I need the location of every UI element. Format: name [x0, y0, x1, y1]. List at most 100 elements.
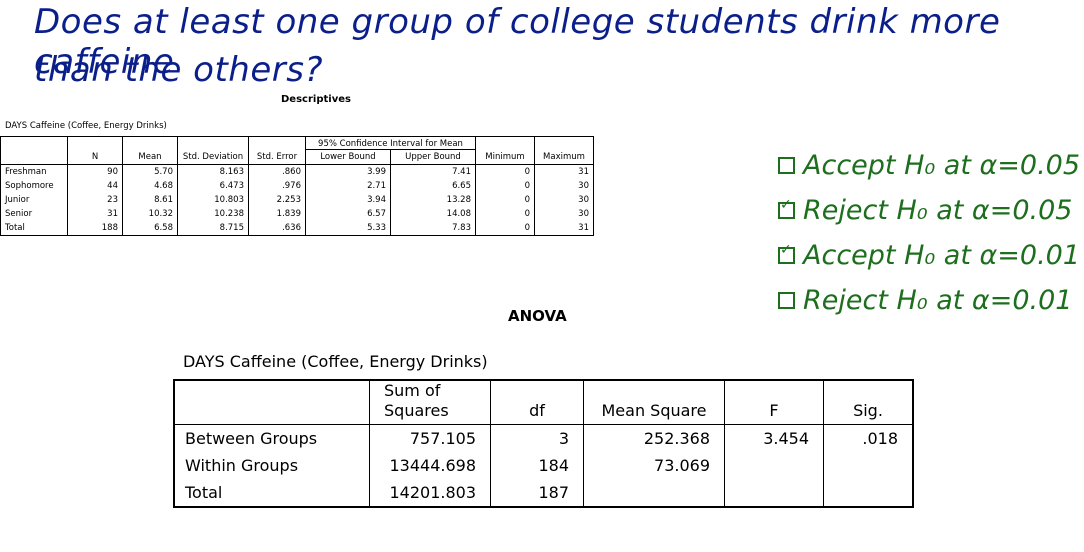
- cell-upper: 7.41: [390, 164, 476, 179]
- descriptives-title: Descriptives: [281, 94, 351, 105]
- anova-cell-f: 3.454: [724, 424, 824, 452]
- anova-cell-sig: [823, 452, 914, 479]
- anova-cell-ms: 73.069: [583, 452, 725, 479]
- cell-min: 0: [475, 164, 535, 179]
- cell-se: .976: [248, 179, 306, 193]
- anova-row: Within Groups 13444.698 184 73.069: [173, 452, 914, 479]
- descriptives-row: Freshman 90 5.70 8.163.860 3.99 7.41 0 31: [0, 164, 594, 179]
- anova-header-f: F: [724, 379, 824, 425]
- anova-cell-ss: 13444.698: [369, 452, 491, 479]
- cell-se: .860: [248, 164, 306, 179]
- anova-cell-df: 3: [490, 424, 584, 452]
- checkbox-icon[interactable]: [778, 157, 795, 174]
- header-upper: Upper Bound: [390, 149, 476, 165]
- question-line-1: Does at least one group of college stude…: [34, 2, 1001, 82]
- anova-variable: DAYS Caffeine (Coffee, Energy Drinks): [183, 352, 488, 371]
- cell-sd: 10.803: [177, 193, 249, 207]
- descriptives-row: Total 188 6.58 8.715.636 5.33 7.83 0 31: [0, 221, 594, 236]
- cell-min: 0: [475, 221, 535, 236]
- descriptives-table: N Mean Std. Deviation Std. Error 95% Con…: [0, 136, 594, 236]
- cell-se: .636: [248, 221, 306, 236]
- corner-cell: [0, 136, 68, 165]
- cell-upper: 13.28: [390, 193, 476, 207]
- choice-label: Reject H₀ at α=0.01: [803, 285, 1073, 316]
- anova-source-label: Within Groups: [173, 452, 370, 479]
- anova-header-ss: Sum of Squares: [369, 379, 491, 425]
- cell-upper: 14.08: [390, 207, 476, 221]
- anova-row: Total 14201.803 187: [173, 479, 914, 507]
- cell-max: 30: [534, 207, 594, 221]
- header-n: N: [67, 136, 123, 165]
- cell-sd: 8.715: [177, 221, 249, 236]
- cell-n: 90: [67, 164, 123, 179]
- cell-lower: 3.99: [305, 164, 391, 179]
- cell-sd: 10.238: [177, 207, 249, 221]
- descriptives-row: Sophomore 44 4.68 6.473.976 2.71 6.65 0 30: [0, 179, 594, 193]
- checkbox-icon[interactable]: [778, 292, 795, 309]
- anova-cell-f: [724, 452, 824, 479]
- anova-source-label: Between Groups: [173, 424, 370, 452]
- cell-mean: 4.68: [122, 179, 178, 193]
- choice-item[interactable]: Reject H₀ at α=0.05: [778, 195, 1072, 226]
- choice-label: Reject H₀ at α=0.05: [803, 195, 1073, 226]
- anova-table: Sum of Squares df Mean Square F Sig. Bet…: [173, 379, 914, 508]
- cell-min: 0: [475, 179, 535, 193]
- cell-mean: 10.32: [122, 207, 178, 221]
- cell-min: 0: [475, 207, 535, 221]
- cell-lower: 3.94: [305, 193, 391, 207]
- row-group-label: Junior: [0, 193, 68, 207]
- header-min: Minimum: [475, 136, 535, 165]
- anova-cell-ss: 757.105: [369, 424, 491, 452]
- anova-cell-sig: [823, 479, 914, 507]
- descriptives-row: Junior 23 8.61 10.803 2.253 3.94 13.28 0 30: [0, 193, 594, 207]
- anova-cell-df: 184: [490, 452, 584, 479]
- cell-n: 188: [67, 221, 123, 236]
- anova-title: ANOVA: [508, 307, 567, 325]
- cell-mean: 8.61: [122, 193, 178, 207]
- descriptives-row: Senior 31 10.32 10.238 1.839 6.57 14.08 0 30: [0, 207, 594, 221]
- choice-label: Accept H₀ at α=0.01: [803, 240, 1081, 271]
- header-std-dev: Std. Deviation: [177, 136, 249, 165]
- cell-lower: 5.33: [305, 221, 391, 236]
- cell-n: 31: [67, 207, 123, 221]
- checked-checkbox-icon[interactable]: [778, 242, 795, 264]
- cell-max: 31: [534, 221, 594, 236]
- anova-cell-f: [724, 479, 824, 507]
- cell-sd: 8.163: [177, 164, 249, 179]
- anova-corner: [173, 379, 370, 425]
- header-lower: Lower Bound: [305, 149, 391, 165]
- question-line-2: than the others?: [34, 50, 324, 90]
- header-max: Maximum: [534, 136, 594, 165]
- cell-min: 0: [475, 193, 535, 207]
- checked-checkbox-icon[interactable]: [778, 197, 795, 219]
- choice-item[interactable]: Accept H₀ at α=0.01: [778, 240, 1080, 271]
- row-group-label: Senior: [0, 207, 68, 221]
- cell-mean: 5.70: [122, 164, 178, 179]
- choice-item[interactable]: Accept H₀ at α=0.05: [778, 150, 1080, 181]
- anova-cell-ss: 14201.803: [369, 479, 491, 507]
- anova-source-label: Total: [173, 479, 370, 507]
- cell-mean: 6.58: [122, 221, 178, 236]
- cell-max: 30: [534, 179, 594, 193]
- anova-cell-df: 187: [490, 479, 584, 507]
- cell-se: 2.253: [248, 193, 306, 207]
- cell-max: 30: [534, 193, 594, 207]
- row-group-label: Total: [0, 221, 68, 236]
- row-group-label: Sophomore: [0, 179, 68, 193]
- header-ci: 95% Confidence Interval for Mean: [305, 136, 476, 150]
- anova-header-sig: Sig.: [823, 379, 914, 425]
- anova-header-df: df: [490, 379, 584, 425]
- anova-header-ms: Mean Square: [583, 379, 725, 425]
- cell-upper: 7.83: [390, 221, 476, 236]
- cell-se: 1.839: [248, 207, 306, 221]
- header-mean: Mean: [122, 136, 178, 165]
- header-std-err: Std. Error: [248, 136, 306, 165]
- cell-lower: 2.71: [305, 179, 391, 193]
- choice-item[interactable]: Reject H₀ at α=0.01: [778, 285, 1072, 316]
- cell-upper: 6.65: [390, 179, 476, 193]
- cell-lower: 6.57: [305, 207, 391, 221]
- cell-n: 44: [67, 179, 123, 193]
- anova-cell-sig: .018: [823, 424, 914, 452]
- row-group-label: Freshman: [0, 164, 68, 179]
- cell-max: 31: [534, 164, 594, 179]
